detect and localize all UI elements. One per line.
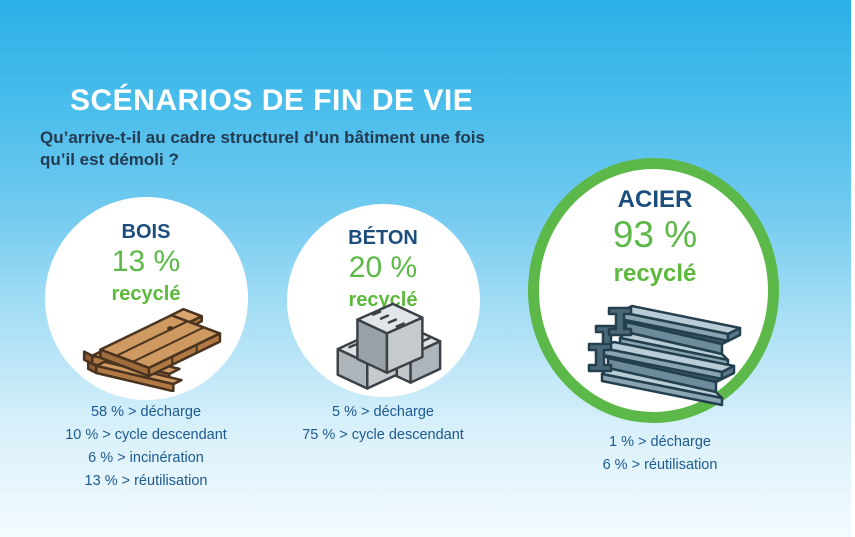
steel-beams-icon — [576, 286, 746, 418]
material-name-beton: BÉTON — [348, 227, 418, 249]
breakdown-list-bois: 58 % > décharge 10 % > cycle descendant … — [16, 401, 276, 493]
page-title: SCÉNARIOS DE FIN DE VIE — [70, 84, 474, 117]
material-name-bois: BOIS — [121, 221, 171, 243]
breakdown-list-acier: 1 % > décharge 6 % > réutilisation — [530, 431, 790, 477]
material-percent-beton: 20 % — [348, 251, 418, 284]
breakdown-line: 75 % > cycle descendant — [302, 427, 464, 443]
page-right-margin — [851, 0, 855, 537]
breakdown-line: 58 % > décharge — [90, 404, 202, 420]
material-name-acier: ACIER — [617, 186, 693, 213]
wood-planks-icon — [72, 299, 224, 393]
breakdown-line: 6 % > réutilisation — [602, 457, 718, 473]
material-circle-acier-highlighted — [528, 158, 779, 423]
page-subtitle: Qu’arrive-t-il au cadre structurel d’un … — [40, 128, 485, 169]
breakdown-line: 1 % > décharge — [609, 434, 711, 450]
material-percent-bois: 13 % — [111, 245, 181, 278]
material-recycled-label-acier: recyclé — [613, 260, 697, 287]
breakdown-line: 5 % > décharge — [332, 404, 434, 420]
material-percent-acier: 93 % — [612, 214, 698, 255]
breakdown-line: 6 % > incinération — [88, 450, 204, 466]
breakdown-list-beton: 5 % > décharge 75 % > cycle descendant — [253, 401, 513, 447]
material-recycled-label-beton: recyclé — [348, 289, 418, 311]
breakdown-line: 13 % > réutilisation — [84, 473, 208, 489]
concrete-blocks-icon — [320, 294, 448, 394]
material-recycled-label-bois: recyclé — [111, 283, 181, 305]
breakdown-line: 10 % > cycle descendant — [65, 427, 227, 443]
